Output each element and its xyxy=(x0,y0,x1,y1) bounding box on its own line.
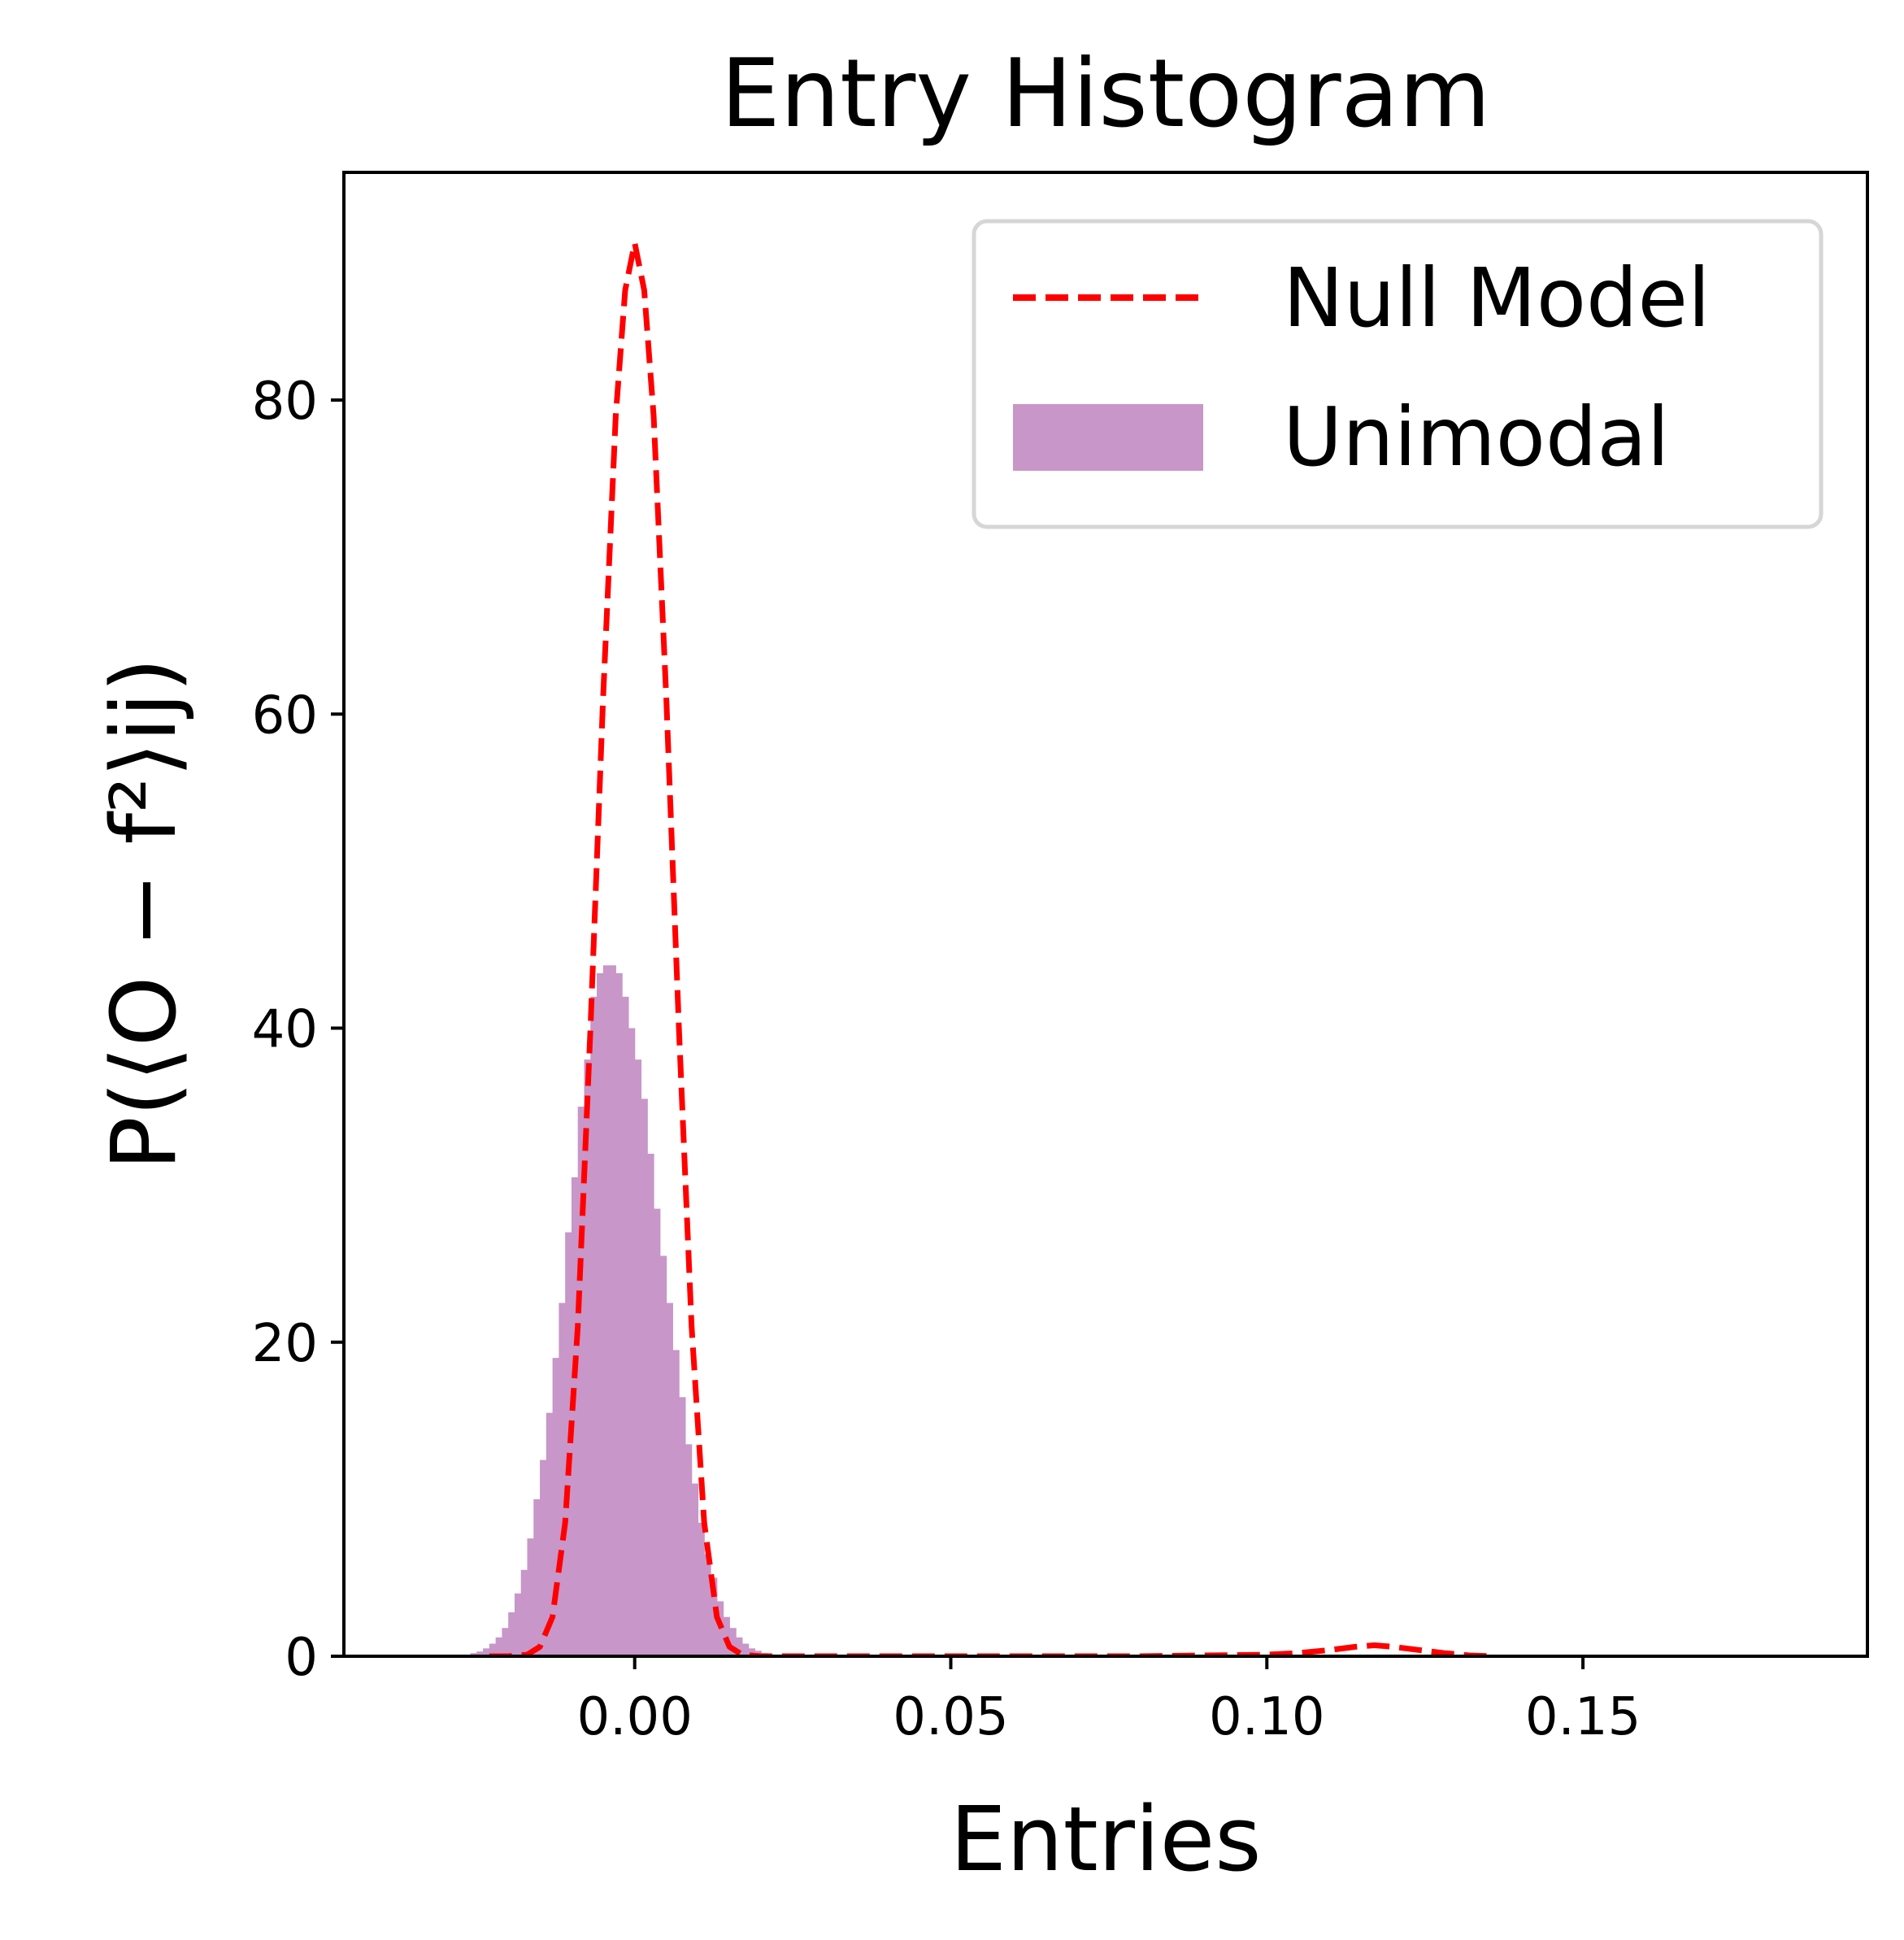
y-tick-label: 60 xyxy=(252,685,318,746)
histogram-bar xyxy=(533,1498,541,1656)
histogram-bar xyxy=(520,1569,528,1656)
histogram-bar xyxy=(489,1643,497,1656)
y-tick-label: 20 xyxy=(252,1314,318,1374)
histogram-bar xyxy=(641,1098,648,1656)
x-tick-label: 0.00 xyxy=(576,1687,693,1747)
histogram-bar xyxy=(748,1648,756,1656)
plot-frame xyxy=(342,171,1869,1658)
y-tick-label: 40 xyxy=(252,1000,318,1060)
x-axis: 0.00 0.05 0.10 0.15 xyxy=(576,1656,1641,1747)
x-tick-label: 0.15 xyxy=(1525,1687,1641,1747)
histogram-bar xyxy=(552,1358,559,1656)
x-tick-label: 0.10 xyxy=(1209,1687,1325,1747)
histogram-bar xyxy=(741,1643,750,1656)
histogram-bar xyxy=(679,1397,686,1656)
histogram-bar xyxy=(514,1593,522,1656)
histogram-bar xyxy=(502,1628,509,1656)
histogram-bar xyxy=(622,996,629,1656)
y-tick-label: 80 xyxy=(252,372,318,432)
histogram-bar xyxy=(666,1303,673,1656)
histogram-bar xyxy=(723,1616,730,1656)
chart-title: Entry Histogram xyxy=(720,39,1490,149)
histogram-bar xyxy=(654,1208,661,1656)
histogram-bar xyxy=(685,1444,693,1656)
histogram-bar xyxy=(527,1538,534,1656)
legend: Null Model Unimodal xyxy=(972,219,1824,529)
histogram-bar xyxy=(691,1483,699,1656)
legend-swatch-unimodal xyxy=(1013,404,1203,471)
histogram-bar xyxy=(698,1522,705,1656)
legend-label-unimodal: Unimodal xyxy=(1283,389,1670,485)
histogram-bar xyxy=(597,972,604,1656)
histogram-bar xyxy=(508,1612,515,1656)
histogram-bar xyxy=(602,965,611,1656)
histogram-bar xyxy=(571,1177,579,1656)
histogram-bar xyxy=(634,1059,642,1656)
histogram-bar xyxy=(584,1059,591,1656)
histogram-bar xyxy=(647,1154,654,1656)
histogram-bar xyxy=(609,965,616,1656)
histogram-bar xyxy=(476,1651,484,1656)
histogram-bar xyxy=(590,996,598,1656)
histogram-bar xyxy=(540,1459,547,1656)
histogram-bar xyxy=(672,1350,680,1656)
histogram-bar xyxy=(565,1232,572,1656)
y-axis-label: P(⟨O − f²⟩ij) xyxy=(92,658,196,1171)
histogram-bar xyxy=(559,1303,566,1656)
histogram-bar xyxy=(729,1628,737,1656)
histogram-bar xyxy=(483,1648,490,1656)
x-axis-label: Entries xyxy=(950,1787,1261,1891)
histogram-bar xyxy=(615,972,623,1656)
y-tick-label: 0 xyxy=(285,1628,318,1688)
histogram-bar xyxy=(546,1412,554,1656)
histogram-bar xyxy=(577,1107,585,1656)
null-model-line xyxy=(489,240,1495,1656)
legend-label-null-model: Null Model xyxy=(1283,250,1711,346)
y-axis: 0 20 40 60 80 xyxy=(252,372,344,1688)
histogram-bar xyxy=(711,1577,718,1656)
x-tick-label: 0.05 xyxy=(893,1687,1009,1747)
histogram-bar xyxy=(628,1028,636,1656)
histogram-bar xyxy=(704,1554,711,1656)
plot-area xyxy=(463,240,1495,1656)
histogram-bar xyxy=(736,1637,743,1656)
histogram-bar xyxy=(495,1637,502,1656)
histogram-bar xyxy=(659,1255,667,1656)
